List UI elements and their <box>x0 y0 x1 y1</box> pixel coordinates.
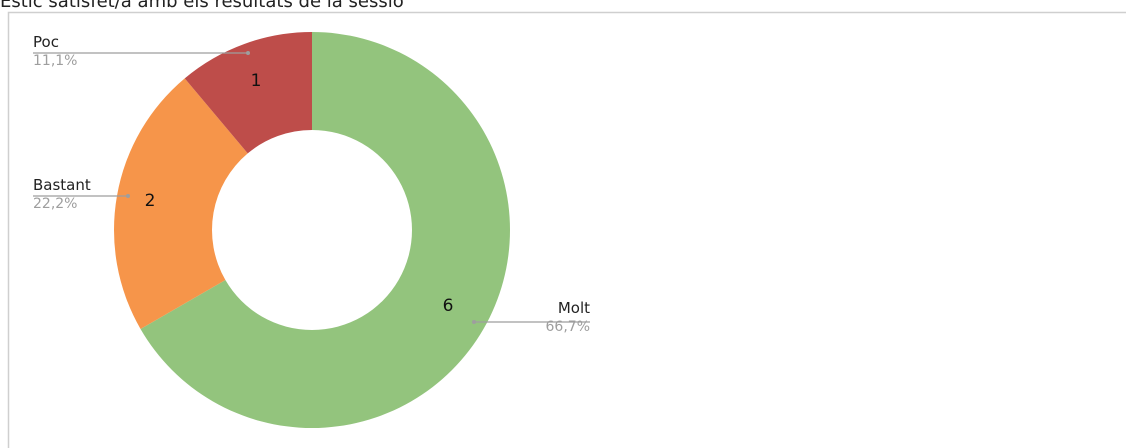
chart-title: Estic satisfet/a amb els resultats de la… <box>0 0 404 12</box>
leader-dot <box>246 51 250 55</box>
category-label: Bastant <box>33 176 91 194</box>
leader-dot <box>126 194 130 198</box>
percent-label: 66,7% <box>546 319 590 335</box>
category-label: Poc <box>33 33 59 51</box>
percent-label: 22,2% <box>33 196 77 212</box>
value-label: 6 <box>443 296 454 316</box>
chart-frame <box>7 11 1126 448</box>
value-label: 2 <box>145 191 156 211</box>
category-label: Molt <box>558 299 590 317</box>
slice <box>140 32 510 428</box>
value-label: 1 <box>251 71 262 91</box>
percent-label: 11,1% <box>33 53 77 69</box>
slice <box>184 31 312 154</box>
slice <box>114 78 248 329</box>
leader-dot <box>472 320 476 324</box>
